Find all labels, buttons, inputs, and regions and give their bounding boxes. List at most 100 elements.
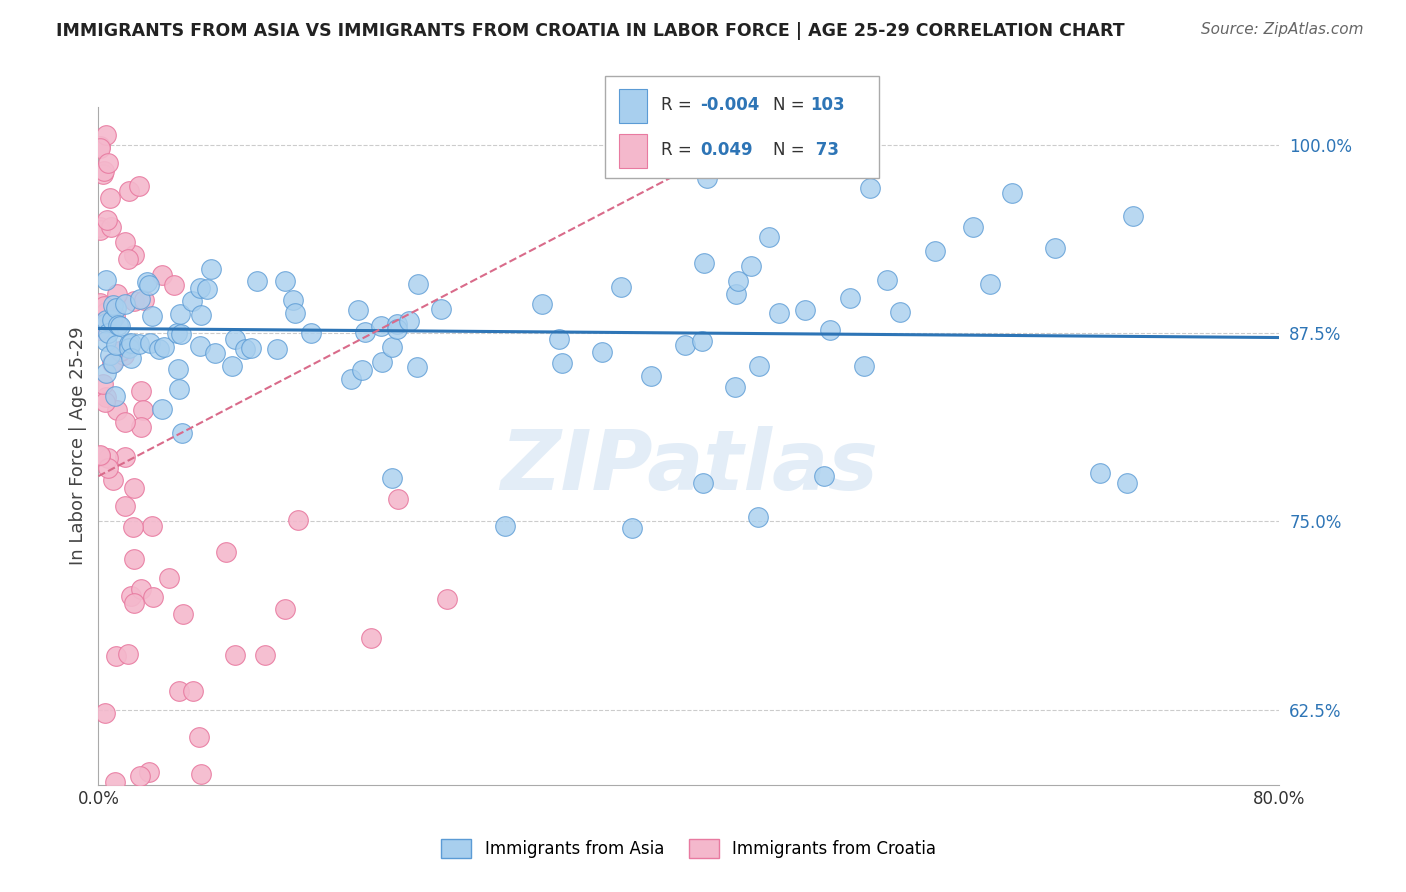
Point xyxy=(122,596,145,610)
Text: Source: ZipAtlas.com: Source: ZipAtlas.com xyxy=(1201,22,1364,37)
Point xyxy=(94,395,117,409)
Point xyxy=(157,571,180,585)
Point xyxy=(692,256,714,270)
Text: 0.049: 0.049 xyxy=(700,141,752,159)
Point xyxy=(266,342,288,356)
Point xyxy=(122,481,145,495)
Point xyxy=(96,450,118,465)
Point xyxy=(107,318,129,332)
Point xyxy=(621,521,644,535)
Y-axis label: In Labor Force | Age 25-29: In Labor Force | Age 25-29 xyxy=(69,326,87,566)
Point xyxy=(673,338,696,352)
Point xyxy=(105,301,128,315)
Point xyxy=(221,359,243,373)
Point xyxy=(117,647,139,661)
Point xyxy=(274,602,297,616)
Point xyxy=(129,769,152,783)
Point xyxy=(98,191,121,205)
Point xyxy=(142,591,165,605)
Point xyxy=(253,648,276,663)
Point xyxy=(138,764,160,779)
Point xyxy=(591,344,613,359)
Text: -0.004: -0.004 xyxy=(700,96,759,114)
Point xyxy=(1116,475,1139,490)
Point xyxy=(692,334,714,348)
Point xyxy=(398,314,420,328)
Point xyxy=(100,313,122,327)
Point xyxy=(692,475,714,490)
Point xyxy=(924,244,946,258)
Point xyxy=(188,281,211,295)
Point xyxy=(96,326,118,340)
Point xyxy=(120,351,142,365)
Point xyxy=(114,416,136,430)
Point xyxy=(94,313,117,327)
Point xyxy=(132,293,155,307)
Point xyxy=(104,389,127,403)
Point xyxy=(101,473,124,487)
Point xyxy=(167,361,190,376)
Point xyxy=(1122,209,1144,223)
Point xyxy=(360,631,382,645)
Point xyxy=(859,181,882,195)
Point xyxy=(188,339,211,353)
Point xyxy=(100,220,122,235)
Text: IMMIGRANTS FROM ASIA VS IMMIGRANTS FROM CROATIA IN LABOR FORCE | AGE 25-29 CORRE: IMMIGRANTS FROM ASIA VS IMMIGRANTS FROM … xyxy=(56,22,1125,40)
Point xyxy=(299,326,322,341)
Point xyxy=(97,461,120,475)
Point xyxy=(114,297,136,311)
Point xyxy=(91,376,114,391)
Point xyxy=(110,343,132,358)
Point xyxy=(122,293,145,308)
Point xyxy=(104,310,127,324)
Point xyxy=(114,499,136,513)
Point xyxy=(141,309,163,323)
Point xyxy=(118,341,141,355)
Point xyxy=(224,332,246,346)
Point xyxy=(94,367,117,381)
Point xyxy=(93,164,115,178)
Point xyxy=(889,305,911,319)
Point xyxy=(128,179,150,194)
Point xyxy=(381,471,404,485)
Point xyxy=(112,348,135,362)
Point xyxy=(724,286,747,301)
Point xyxy=(172,607,194,621)
Point xyxy=(1045,241,1067,255)
Text: R =: R = xyxy=(661,141,692,159)
Point xyxy=(610,280,633,294)
Point xyxy=(89,450,111,464)
Point xyxy=(122,248,145,262)
Point xyxy=(96,213,118,227)
Text: R =: R = xyxy=(661,96,692,114)
Point xyxy=(167,683,190,698)
Point xyxy=(436,591,458,606)
Point xyxy=(117,252,139,266)
Legend: Immigrants from Asia, Immigrants from Croatia: Immigrants from Asia, Immigrants from Cr… xyxy=(434,832,943,864)
Point xyxy=(89,138,111,153)
Point xyxy=(94,316,117,330)
Text: N =: N = xyxy=(773,141,804,159)
Point xyxy=(273,274,295,288)
Point xyxy=(852,359,875,374)
Point xyxy=(839,291,862,305)
Point xyxy=(103,356,125,370)
Point xyxy=(530,297,553,311)
Point xyxy=(370,319,392,334)
Point xyxy=(169,307,191,321)
Point xyxy=(129,582,152,596)
Point xyxy=(89,449,111,463)
Point xyxy=(122,552,145,566)
Point xyxy=(727,274,749,288)
Point xyxy=(97,156,120,170)
Point xyxy=(190,308,212,322)
Point xyxy=(89,296,111,310)
Point xyxy=(233,343,256,357)
Point xyxy=(103,298,125,312)
Point xyxy=(94,304,117,318)
Point xyxy=(347,302,370,317)
Point xyxy=(387,492,409,507)
Point xyxy=(204,346,226,360)
Point xyxy=(188,730,211,744)
Point xyxy=(190,767,212,781)
